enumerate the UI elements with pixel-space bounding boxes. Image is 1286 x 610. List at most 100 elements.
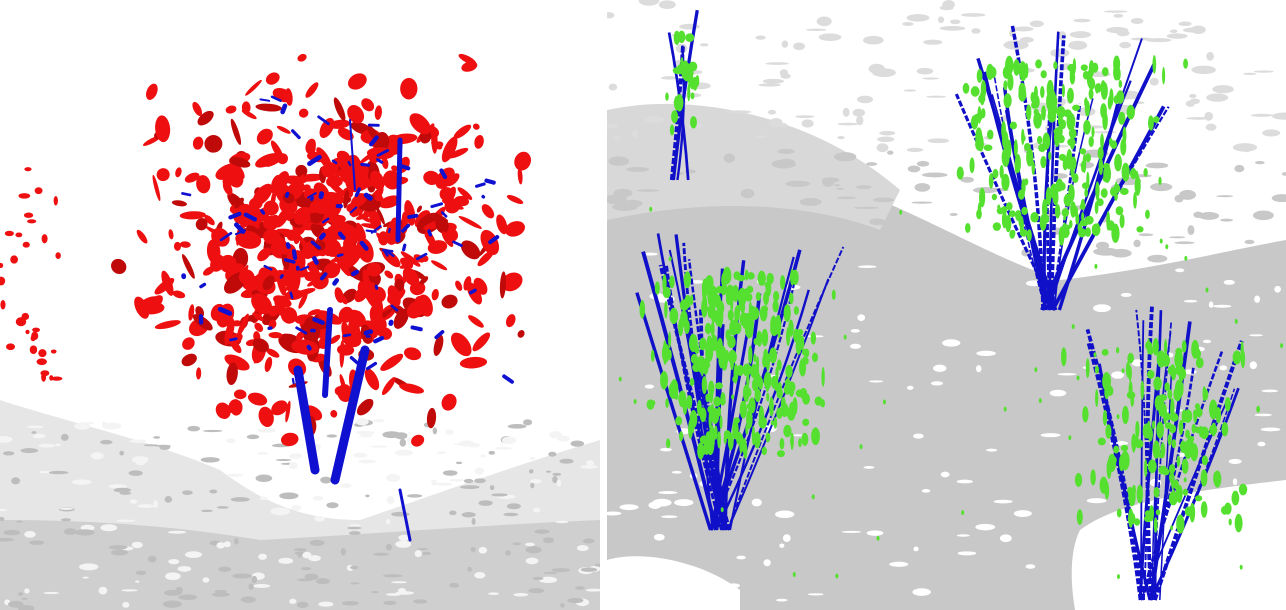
ground-speckle	[931, 381, 943, 385]
foliage	[1184, 477, 1187, 482]
ground-speckle	[99, 587, 108, 595]
ground-speckle	[994, 500, 1013, 504]
ground-speckle	[407, 494, 422, 498]
branch	[362, 164, 369, 165]
ground-speckle	[301, 567, 311, 570]
foliage	[1145, 210, 1150, 219]
ground-speckle	[356, 431, 375, 435]
ground-speckle	[1030, 20, 1044, 27]
ground-speckle	[615, 558, 633, 562]
foliage	[733, 271, 740, 280]
ground-speckle	[178, 594, 197, 600]
ground-speckle	[1113, 14, 1123, 18]
foliage	[835, 573, 838, 578]
ground-speckle	[877, 137, 894, 143]
foliage	[683, 399, 687, 414]
foliage	[1057, 126, 1063, 137]
foliage	[1144, 459, 1147, 477]
foliage	[1114, 154, 1122, 172]
foliage	[1190, 503, 1196, 522]
ground-speckle	[866, 162, 877, 166]
foliage	[55, 252, 60, 259]
ground-speckle	[349, 531, 361, 535]
foliage	[957, 167, 964, 180]
foliage	[732, 376, 737, 383]
ground-speckle	[215, 590, 227, 593]
foliage	[702, 294, 707, 313]
ground-speckle	[291, 505, 301, 511]
foliage	[0, 300, 5, 310]
ground-speckle	[224, 541, 231, 547]
branch	[201, 284, 205, 286]
ground-speckle	[74, 422, 90, 430]
foliage	[961, 510, 964, 515]
foliage	[1162, 354, 1170, 367]
ground-speckle	[867, 530, 884, 535]
ground-speckle	[474, 478, 486, 483]
foliage	[706, 435, 714, 455]
ground-speckle	[1131, 18, 1144, 24]
ground-speckle	[474, 572, 485, 578]
ground-speckle	[560, 603, 565, 607]
branch	[283, 106, 285, 112]
ground-speckle	[372, 591, 379, 593]
foliage	[31, 332, 38, 340]
ground-speckle	[534, 529, 549, 533]
ground-speckle	[1093, 304, 1111, 312]
foliage	[1020, 229, 1028, 236]
foliage	[1006, 202, 1013, 210]
foliage	[1229, 518, 1232, 525]
foliage	[1256, 406, 1260, 413]
ground-speckle	[912, 233, 930, 235]
ground-speckle	[856, 251, 867, 261]
ground-speckle	[869, 380, 883, 382]
foliage	[1116, 206, 1124, 215]
ground-speckle	[724, 153, 735, 162]
ground-speckle	[776, 599, 788, 602]
ground-speckle	[121, 589, 138, 591]
ground-speckle	[873, 198, 894, 203]
ground-speckle	[1096, 242, 1109, 250]
ground-speckle	[659, 0, 676, 9]
foliage	[1096, 223, 1099, 232]
ground-speckle	[16, 521, 22, 523]
foliage	[1221, 422, 1228, 437]
foliage	[1107, 220, 1115, 230]
ground-speckle	[445, 429, 453, 434]
foliage	[1089, 136, 1094, 147]
ground-speckle	[1179, 190, 1196, 200]
foliage	[978, 95, 985, 104]
foliage	[1021, 207, 1028, 215]
foliage	[756, 292, 761, 301]
ground-speckle	[480, 454, 485, 457]
ground-speckle	[1274, 286, 1281, 293]
foliage	[1159, 394, 1168, 401]
ground-speckle	[415, 550, 422, 557]
foliage	[1153, 440, 1160, 458]
ground-speckle	[100, 524, 117, 531]
ground-speckle	[780, 69, 788, 76]
foliage	[1009, 230, 1015, 239]
foliage	[989, 173, 994, 188]
foliage	[1152, 55, 1156, 74]
ground-speckle	[138, 504, 155, 508]
foliage	[1205, 287, 1208, 292]
ground-speckle	[533, 508, 540, 513]
foliage	[1141, 381, 1145, 400]
foliage	[747, 403, 754, 411]
foliage	[1175, 365, 1184, 376]
ground-speckle	[1133, 240, 1140, 248]
ground-speckle	[1234, 165, 1244, 172]
foliage	[38, 349, 46, 357]
ground-speckle	[822, 177, 840, 182]
foliage	[1117, 574, 1120, 579]
foliage	[1035, 59, 1042, 68]
foliage	[1082, 406, 1088, 422]
ground-speckle	[11, 477, 20, 484]
foliage	[1082, 182, 1090, 189]
ground-speckle	[327, 434, 337, 437]
ground-speckle	[478, 500, 492, 506]
ground-speckle	[136, 571, 147, 576]
ground-speckle	[612, 203, 638, 211]
foliage	[844, 335, 847, 340]
